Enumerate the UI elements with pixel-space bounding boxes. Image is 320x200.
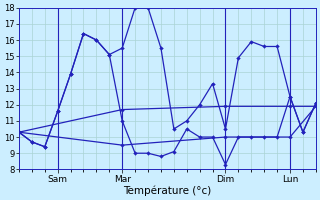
- X-axis label: Température (°c): Température (°c): [123, 185, 212, 196]
